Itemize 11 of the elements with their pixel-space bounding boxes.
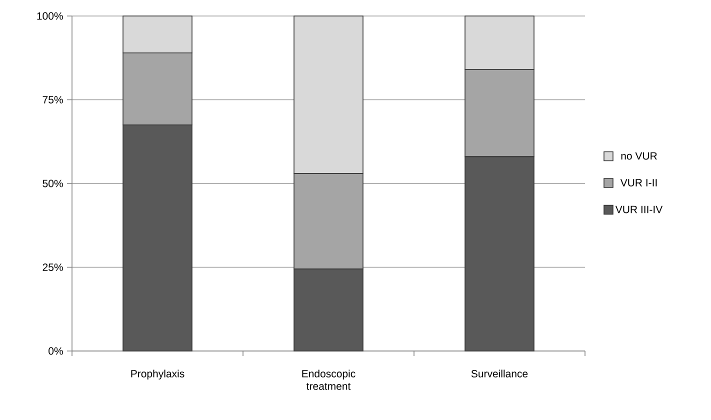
y-tick-label: 50%: [42, 180, 63, 188]
x-tick-label: Surveillance: [471, 370, 528, 378]
legend-label: no VUR: [621, 152, 657, 160]
y-tick-label: 75%: [42, 96, 63, 104]
y-tick-label: 25%: [42, 264, 63, 271]
y-tick-label: 100%: [37, 12, 63, 20]
x-tick-label: Prophylaxis: [131, 370, 184, 380]
legend-label: VUR I-II: [620, 179, 657, 186]
legend-label: VUR III-IV: [615, 206, 663, 214]
y-tick-label: 0%: [48, 347, 63, 355]
x-tick-label: Endoscopic treatment: [302, 370, 356, 390]
